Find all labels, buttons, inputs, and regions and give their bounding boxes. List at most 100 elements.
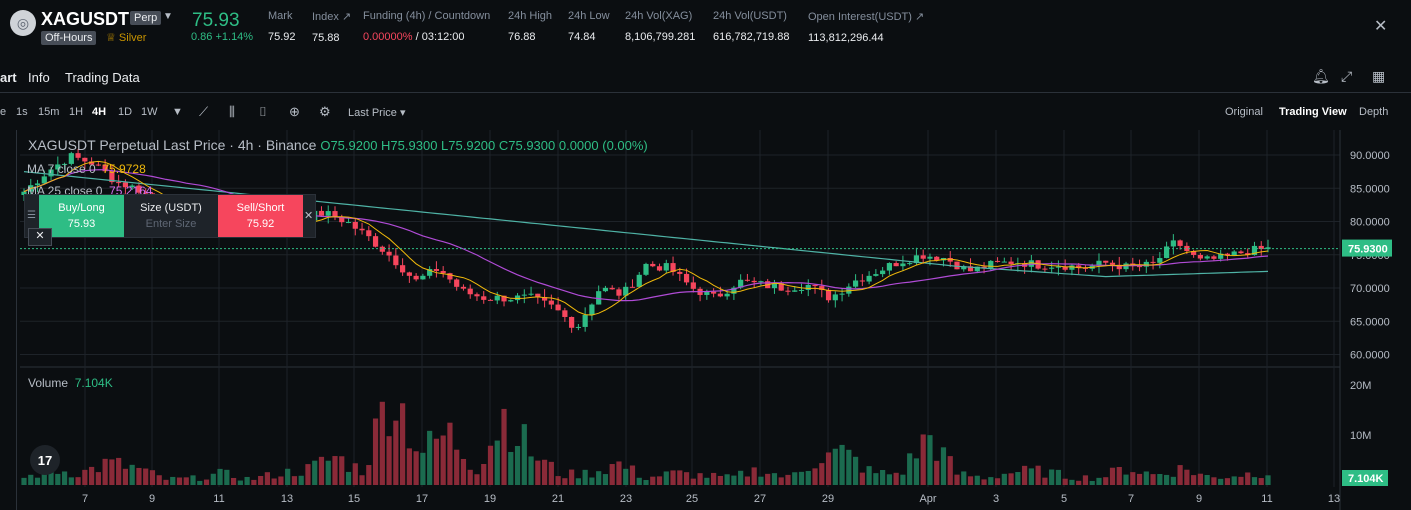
price-tick-label: 65.0000 bbox=[1350, 316, 1390, 328]
stat-24h-vol-xag: 24h Vol(XAG) 8,106,799.281 bbox=[625, 10, 695, 43]
volume-bar bbox=[886, 474, 892, 485]
candle-body bbox=[785, 290, 791, 292]
candlestick-chart[interactable]: 90.000085.000080.000075.000070.000065.00… bbox=[0, 130, 1411, 510]
size-label: Size (USDT) bbox=[140, 202, 202, 214]
volume-bar bbox=[75, 477, 81, 485]
stat-value: 75.88 bbox=[312, 32, 340, 44]
size-input[interactable]: Enter Size bbox=[145, 218, 197, 230]
view-trading-view[interactable]: Trading View bbox=[1279, 106, 1347, 118]
sell-short-button[interactable]: Sell/Short 75.92 bbox=[218, 195, 303, 237]
interval-1s[interactable]: 1s bbox=[16, 106, 28, 118]
size-field[interactable]: Size (USDT) Enter Size bbox=[124, 195, 218, 237]
candle-body bbox=[704, 291, 710, 295]
chart-type-icon[interactable]: ⫼ bbox=[229, 104, 235, 119]
drag-handle-icon[interactable]: ☰ bbox=[27, 210, 36, 221]
volume-bar bbox=[731, 475, 737, 485]
interval-1h[interactable]: 1H bbox=[69, 106, 84, 118]
volume-bar bbox=[609, 464, 615, 485]
drawing-toolbar[interactable] bbox=[0, 130, 17, 510]
symbol-dropdown-icon[interactable]: ▼ bbox=[163, 11, 173, 22]
volume-bar bbox=[1109, 467, 1116, 485]
interval-15m[interactable]: 15m bbox=[38, 106, 60, 118]
candle-body bbox=[1191, 251, 1197, 255]
volume-bar bbox=[163, 479, 169, 485]
volume-bar bbox=[792, 472, 798, 485]
widget-close-icon[interactable]: ✕ bbox=[304, 210, 314, 222]
stat-open-interest[interactable]: Open Interest(USDT) ↗ 113,812,296.44 bbox=[808, 10, 924, 44]
candle-body bbox=[548, 300, 554, 305]
volume-bar bbox=[1245, 472, 1251, 485]
time-tick-label: 21 bbox=[552, 493, 564, 505]
camera-icon[interactable]: ⌷ bbox=[259, 104, 267, 119]
volume-bar bbox=[677, 470, 683, 485]
volume-bar bbox=[1258, 478, 1264, 485]
volume-bar bbox=[616, 461, 622, 485]
view-original[interactable]: Original bbox=[1225, 106, 1263, 118]
buy-long-button[interactable]: Buy/Long 75.93 bbox=[39, 195, 124, 237]
volume-bar bbox=[994, 478, 1001, 485]
volume-bar bbox=[541, 459, 548, 485]
time-tick-label: 27 bbox=[754, 493, 766, 505]
volume-bar bbox=[1177, 465, 1183, 485]
candle-body bbox=[1204, 256, 1210, 259]
tab-chart[interactable]: art bbox=[0, 70, 17, 85]
candle-body bbox=[89, 161, 95, 165]
symbol-name[interactable]: XAGUSDT bbox=[41, 9, 130, 29]
interval-4h[interactable]: 4H bbox=[92, 106, 107, 118]
tab-trading-data[interactable]: Trading Data bbox=[65, 70, 140, 85]
volume-bar bbox=[61, 471, 68, 485]
candle-body bbox=[1224, 253, 1231, 256]
candle-body bbox=[325, 211, 331, 216]
volume-bar bbox=[217, 468, 223, 485]
last-price-tag bbox=[1342, 239, 1392, 257]
volume-bar bbox=[89, 466, 95, 485]
volume-bar bbox=[1130, 472, 1136, 485]
volume-bar bbox=[589, 477, 595, 485]
volume-bar bbox=[48, 469, 54, 485]
volume-bar bbox=[318, 456, 325, 485]
settings-icon[interactable]: ⚙ bbox=[319, 104, 331, 119]
close-icon[interactable]: ✕ bbox=[1374, 18, 1388, 35]
volume-bar bbox=[596, 471, 602, 485]
volume-bar bbox=[170, 476, 176, 485]
volume-bar bbox=[400, 403, 406, 485]
stat-funding: Funding (4h) / Countdown 0.00000% / 03:12… bbox=[363, 10, 490, 43]
candle-body bbox=[143, 192, 149, 194]
layout-grid-icon[interactable]: ▦ bbox=[1372, 68, 1386, 84]
candle-body bbox=[1157, 258, 1163, 263]
interval-1w[interactable]: 1W bbox=[141, 106, 158, 118]
stat-label: 24h Vol(XAG) bbox=[625, 10, 693, 22]
stat-index[interactable]: Index ↗ 75.88 bbox=[312, 10, 351, 44]
price-type-select[interactable]: Last Price ▾ bbox=[348, 107, 406, 119]
volume-bar bbox=[866, 466, 872, 485]
candle-body bbox=[974, 266, 980, 272]
price-tick-label: 70.0000 bbox=[1350, 283, 1390, 295]
volume-bar bbox=[197, 480, 203, 485]
collapse-widget-icon[interactable]: ✕ bbox=[28, 228, 52, 246]
view-depth[interactable]: Depth bbox=[1359, 106, 1389, 118]
add-indicator-icon[interactable]: ⊕ bbox=[289, 104, 300, 119]
volume-bar bbox=[413, 451, 419, 485]
candle-body bbox=[454, 279, 460, 287]
candle-body bbox=[758, 281, 764, 283]
volume-bar bbox=[95, 472, 101, 485]
volume-tick-label: 10M bbox=[1350, 430, 1371, 442]
volume-bars bbox=[21, 401, 1271, 485]
candle-body bbox=[528, 293, 534, 295]
tradingview-logo[interactable]: 17 bbox=[30, 445, 60, 475]
candle-body bbox=[1049, 267, 1055, 269]
interval-more-icon[interactable]: ▼ bbox=[172, 106, 183, 118]
tab-info[interactable]: Info bbox=[28, 70, 50, 85]
volume-bar bbox=[1123, 474, 1129, 485]
volume-bar bbox=[602, 474, 609, 485]
interval-1d[interactable]: 1D bbox=[118, 106, 133, 118]
candle-body bbox=[602, 287, 609, 292]
fullscreen-icon[interactable]: ⤢ bbox=[1341, 68, 1353, 84]
price-candles bbox=[21, 148, 1271, 333]
volume-bar bbox=[183, 477, 189, 485]
bell-icon[interactable]: 🔔︎ bbox=[1312, 68, 1330, 84]
candle-body bbox=[474, 294, 480, 297]
volume-bar bbox=[683, 472, 690, 485]
candle-body bbox=[109, 171, 115, 183]
indicator-icon[interactable]: ⟋ bbox=[199, 104, 209, 119]
